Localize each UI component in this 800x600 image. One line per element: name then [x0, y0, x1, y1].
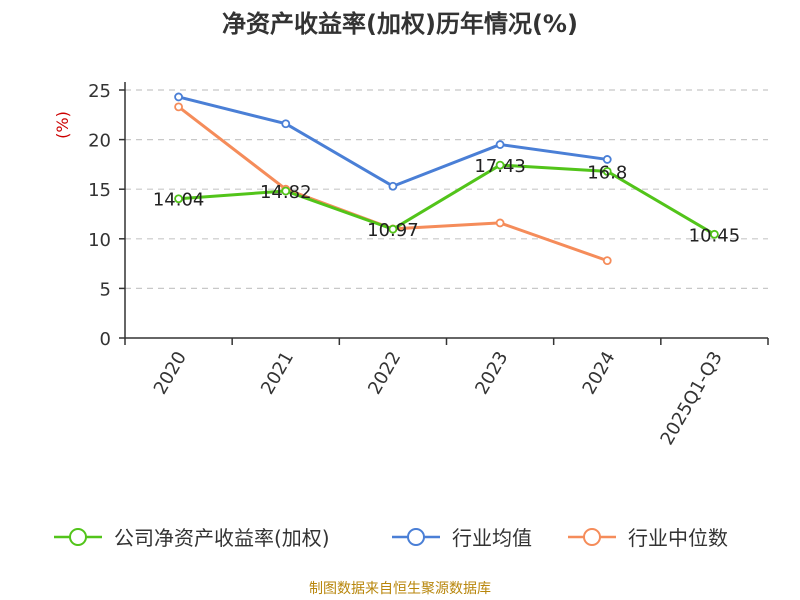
data-point: [710, 229, 719, 239]
data-point: [281, 119, 291, 129]
data-point: [495, 140, 505, 149]
x-tick-label: 2022: [364, 348, 405, 398]
x-tick-label: 2023: [471, 348, 512, 398]
series-layer: [174, 92, 719, 266]
data-label: 14.82: [260, 182, 312, 203]
series-line: [178, 163, 716, 236]
y-tick-label: 0: [100, 329, 111, 350]
data-point: [495, 218, 505, 228]
legend-marker: [407, 528, 425, 546]
data-point: [602, 256, 612, 266]
x-tick-label: 2020: [150, 348, 191, 398]
data-point: [388, 181, 398, 191]
x-tick-label: 2024: [578, 348, 619, 398]
label-layer: 14.04 14.82 10.97 17.43 16.8 10.45: [153, 156, 740, 246]
y-tick-label: 5: [100, 279, 111, 300]
data-label: 10.97: [367, 220, 419, 241]
chart-title: 净资产收益率(加权)历年情况(%): [222, 10, 578, 38]
legend-marker: [583, 528, 601, 546]
legend-label: 行业中位数: [628, 526, 728, 550]
data-point: [388, 224, 398, 234]
y-tick-label: 10: [88, 230, 111, 251]
data-point: [602, 155, 612, 164]
legend-marker: [69, 528, 87, 546]
data-label: 14.04: [153, 190, 205, 211]
x-tick-label: 2025Q1-Q3: [656, 348, 726, 449]
data-point: [174, 102, 183, 112]
y-tick-label: 25: [88, 81, 111, 102]
source-note: 制图数据来自恒生聚源数据库: [309, 581, 491, 597]
legend: 公司净资产收益率(加权) 行业均值 行业中位数: [54, 526, 728, 550]
data-label: 17.43: [474, 156, 526, 177]
y-unit-label: (%): [53, 111, 72, 139]
y-tick-label: 15: [88, 180, 111, 201]
y-tick-label: 20: [88, 131, 111, 152]
data-point: [495, 160, 505, 170]
legend-label: 公司净资产收益率(加权): [114, 526, 330, 550]
data-point: [602, 166, 612, 176]
x-tick-label: 2021: [257, 348, 298, 398]
data-point: [281, 186, 291, 196]
data-label: 10.45: [689, 225, 741, 246]
data-point: [174, 194, 183, 204]
series-line: [178, 95, 608, 188]
data-label: 16.8: [587, 162, 627, 183]
legend-label: 行业均值: [452, 526, 532, 550]
grid-layer: [125, 89, 768, 289]
data-point: [174, 92, 183, 102]
axis-layer: 0 5 10 15 20 25 (%) 2020 2021 2022 2023 2024 2025Q1-…: [53, 81, 769, 449]
